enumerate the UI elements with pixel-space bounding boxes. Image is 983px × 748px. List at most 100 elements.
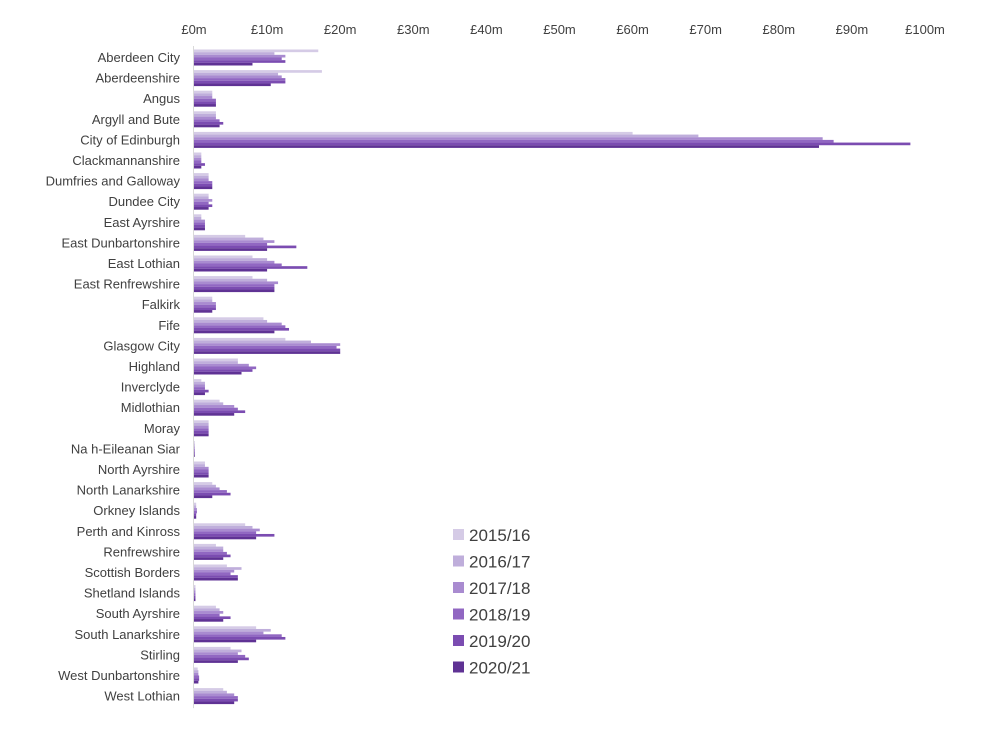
x-tick-label: £30m: [397, 22, 430, 37]
bar: [194, 595, 196, 599]
bar: [194, 590, 196, 594]
legend-label: 2020/21: [469, 659, 530, 678]
bar: [194, 405, 235, 408]
bar: [194, 160, 202, 164]
category-label: City of Edinburgh: [80, 132, 180, 147]
bar: [194, 49, 319, 53]
x-tick-label: £50m: [543, 22, 576, 37]
category-label: Moray: [144, 421, 181, 436]
bar: [194, 371, 242, 375]
bar: [194, 605, 216, 609]
category-label: Argyll and Bute: [92, 112, 180, 127]
bar: [194, 564, 227, 568]
bar: [194, 508, 197, 511]
bar: [194, 325, 286, 328]
bar: [194, 361, 238, 364]
category-label: Shetland Islands: [84, 586, 181, 601]
bar: [194, 701, 235, 705]
bar: [194, 657, 249, 661]
bar: [194, 667, 198, 671]
bar: [194, 551, 227, 555]
bar: [194, 196, 209, 200]
bar: [194, 611, 224, 614]
bar: [194, 173, 209, 176]
bar: [194, 278, 268, 282]
bar: [194, 525, 253, 529]
bar: [194, 472, 209, 475]
category-label: Dumfries and Galloway: [46, 174, 181, 189]
bar: [194, 348, 341, 352]
bar: [194, 505, 197, 509]
bar: [194, 116, 216, 120]
bar: [194, 672, 199, 676]
bar: [194, 268, 268, 272]
category-label: Midlothian: [121, 400, 180, 415]
x-tick-label: £80m: [763, 22, 796, 37]
bar: [194, 276, 253, 279]
bar: [194, 387, 205, 390]
bar: [194, 111, 216, 114]
bar: [194, 587, 196, 591]
bar: [194, 72, 279, 76]
category-label: Aberdeen City: [98, 50, 181, 65]
bar: [194, 227, 205, 231]
x-tick-label: £100m: [905, 22, 945, 37]
bar: [194, 616, 231, 620]
bar: [194, 139, 834, 143]
bar: [194, 337, 286, 341]
x-tick-label: £90m: [836, 22, 869, 37]
bar: [194, 482, 213, 485]
category-labels: Aberdeen City Aberdeenshire Angus Argyll an…: [46, 50, 181, 704]
bar: [194, 237, 264, 241]
bar: [194, 281, 279, 285]
bar: [194, 240, 275, 243]
bar: [194, 652, 238, 655]
bar: [194, 165, 202, 169]
bar: [194, 178, 209, 182]
bar: [194, 90, 213, 94]
bar: [194, 234, 246, 238]
bar: [194, 222, 205, 225]
bar: [194, 420, 209, 423]
bar: [194, 219, 205, 223]
bar: [194, 340, 311, 344]
bar: [194, 516, 197, 519]
category-label: Inverclyde: [121, 380, 180, 395]
bar: [194, 528, 260, 532]
bar: [194, 248, 268, 251]
bar: [194, 207, 209, 210]
bar: [194, 678, 200, 681]
bar: [194, 142, 911, 146]
bar: [194, 224, 205, 228]
category-label: Scottish Borders: [85, 565, 181, 580]
legend-swatch: [453, 661, 464, 673]
bar: [194, 284, 275, 287]
bar: [194, 62, 253, 66]
bar: [194, 598, 196, 602]
category-label: West Dunbartonshire: [58, 668, 180, 683]
category-label: West Lothian: [104, 689, 180, 704]
bar: [194, 413, 235, 416]
bar: [194, 440, 195, 444]
bar: [194, 152, 202, 156]
legend-swatch: [453, 635, 464, 646]
bar: [194, 554, 231, 558]
bar: [194, 443, 195, 447]
legend-label: 2015/16: [469, 526, 530, 545]
bar: [194, 484, 216, 488]
bar: [194, 461, 205, 465]
bar: [194, 425, 209, 429]
bar: [194, 698, 238, 702]
bar: [194, 502, 197, 506]
bar: [194, 474, 209, 478]
bar: [194, 433, 209, 437]
bar: [194, 510, 197, 514]
category-label: East Lothian: [108, 256, 180, 271]
bar: [194, 98, 216, 102]
bar: [194, 448, 195, 452]
bar: [194, 543, 216, 547]
bar: [194, 286, 275, 290]
bar: [194, 466, 209, 470]
bar: [194, 490, 227, 493]
